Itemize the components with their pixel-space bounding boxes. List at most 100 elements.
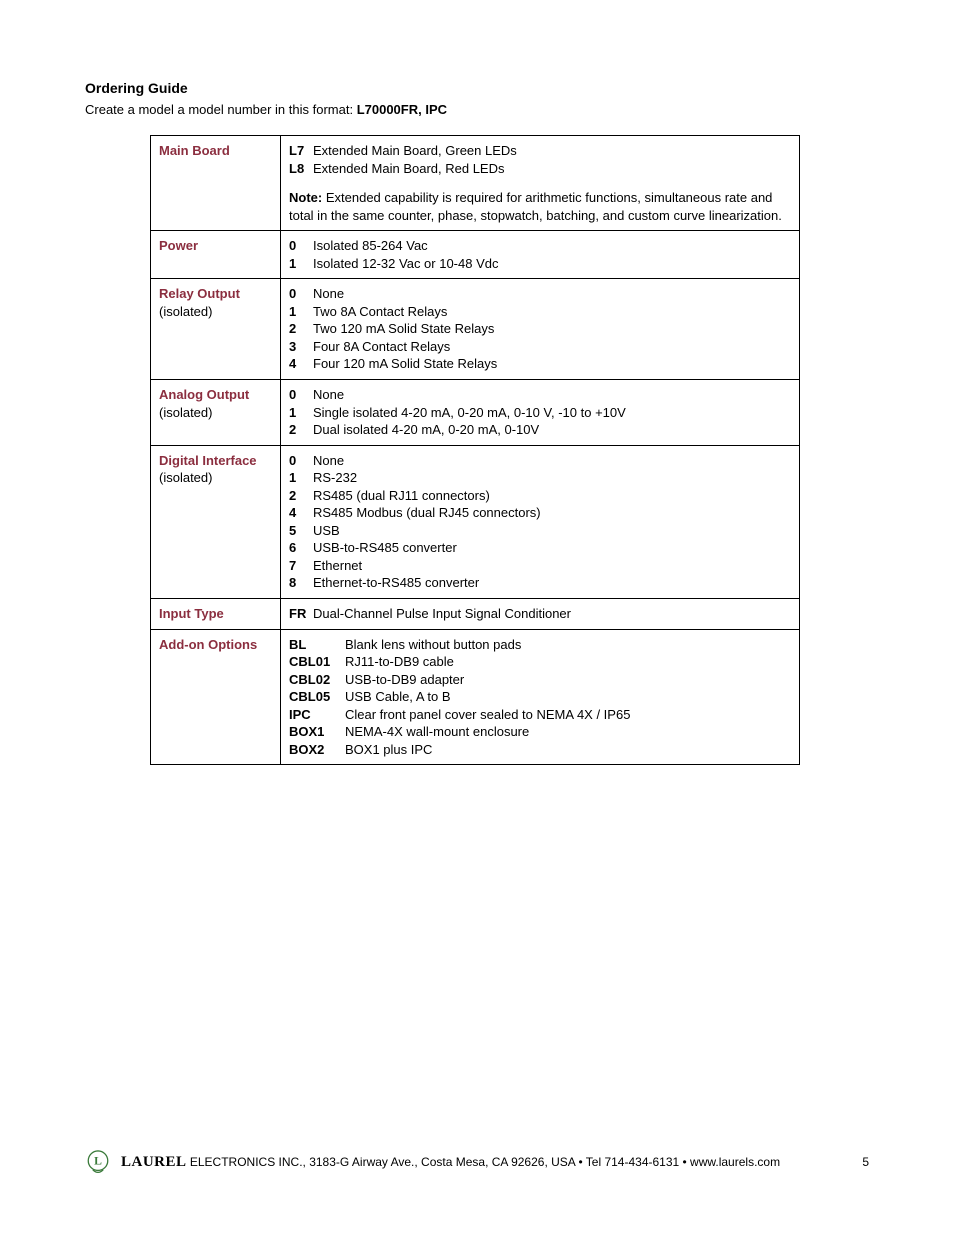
option-row: 1Two 8A Contact Relays xyxy=(289,303,791,321)
option-code: 1 xyxy=(289,404,313,422)
option-row: 1RS-232 xyxy=(289,469,791,487)
option-row: IPCClear front panel cover sealed to NEM… xyxy=(289,706,791,724)
option-desc: BOX1 plus IPC xyxy=(345,741,432,759)
option-code: 1 xyxy=(289,303,313,321)
option-desc: USB Cable, A to B xyxy=(345,688,451,706)
row-label-cell: Main Board xyxy=(151,136,281,231)
option-row: BOX1NEMA-4X wall-mount enclosure xyxy=(289,723,791,741)
option-code: 1 xyxy=(289,255,313,273)
option-row: 3Four 8A Contact Relays xyxy=(289,338,791,356)
option-desc: USB-to-RS485 converter xyxy=(313,539,457,557)
option-row: CBL02USB-to-DB9 adapter xyxy=(289,671,791,689)
row-options-cell: FRDual-Channel Pulse Input Signal Condit… xyxy=(281,599,800,630)
note-text: Extended capability is required for arit… xyxy=(289,190,782,223)
option-code: 6 xyxy=(289,539,313,557)
row-label-cell: Power xyxy=(151,231,281,279)
option-code: 7 xyxy=(289,557,313,575)
option-code: 2 xyxy=(289,320,313,338)
footer-address: ELECTRONICS INC., 3183-G Airway Ave., Co… xyxy=(187,1155,781,1169)
option-desc: RJ11-to-DB9 cable xyxy=(345,653,454,671)
option-code: 4 xyxy=(289,355,313,373)
option-row: 8Ethernet-to-RS485 converter xyxy=(289,574,791,592)
option-desc: Two 120 mA Solid State Relays xyxy=(313,320,494,338)
page-footer: L LAUREL ELECTRONICS INC., 3183-G Airway… xyxy=(0,1149,954,1175)
option-desc: Dual-Channel Pulse Input Signal Conditio… xyxy=(313,605,571,623)
brand-logo-icon: L xyxy=(85,1149,111,1175)
option-code: 2 xyxy=(289,421,313,439)
option-row: 4RS485 Modbus (dual RJ45 connectors) xyxy=(289,504,791,522)
section-title: Ordering Guide xyxy=(85,80,869,96)
option-row: 2Dual isolated 4-20 mA, 0-20 mA, 0-10V xyxy=(289,421,791,439)
row-label-cell: Input Type xyxy=(151,599,281,630)
option-row: CBL01RJ11-to-DB9 cable xyxy=(289,653,791,671)
option-code: BOX1 xyxy=(289,723,345,741)
row-options-cell: BLBlank lens without button padsCBL01RJ1… xyxy=(281,629,800,765)
option-row: CBL05USB Cable, A to B xyxy=(289,688,791,706)
option-code: 0 xyxy=(289,386,313,404)
table-row: Relay Output(isolated)0None1Two 8A Conta… xyxy=(151,279,800,380)
row-sublabel: (isolated) xyxy=(159,404,272,422)
option-code: 3 xyxy=(289,338,313,356)
table-row: Input Type FRDual-Channel Pulse Input Sig… xyxy=(151,599,800,630)
option-row: 5USB xyxy=(289,522,791,540)
option-row: 2Two 120 mA Solid State Relays xyxy=(289,320,791,338)
table-body: Main Board L7Extended Main Board, Green L… xyxy=(151,136,800,765)
row-sublabel: (isolated) xyxy=(159,469,272,487)
page-number: 5 xyxy=(839,1155,869,1169)
option-desc: Clear front panel cover sealed to NEMA 4… xyxy=(345,706,630,724)
option-row: 1Single isolated 4-20 mA, 0-20 mA, 0-10 … xyxy=(289,404,791,422)
option-desc: Extended Main Board, Red LEDs xyxy=(313,160,505,178)
row-label-cell: Add-on Options xyxy=(151,629,281,765)
option-desc: Single isolated 4-20 mA, 0-20 mA, 0-10 V… xyxy=(313,404,626,422)
option-desc: USB xyxy=(313,522,340,540)
option-code: IPC xyxy=(289,706,345,724)
row-label: Analog Output xyxy=(159,386,272,404)
table-row: Power 0Isolated 85-264 Vac1Isolated 12-32… xyxy=(151,231,800,279)
option-desc: Blank lens without button pads xyxy=(345,636,521,654)
option-desc: None xyxy=(313,285,344,303)
option-code: 0 xyxy=(289,285,313,303)
option-row: 6USB-to-RS485 converter xyxy=(289,539,791,557)
note-label: Note: xyxy=(289,190,326,205)
option-row: 0Isolated 85-264 Vac xyxy=(289,237,791,255)
table-row: Digital Interface(isolated)0None1RS-2322… xyxy=(151,445,800,598)
svg-text:L: L xyxy=(94,1155,102,1168)
option-row: 0None xyxy=(289,285,791,303)
option-desc: Four 120 mA Solid State Relays xyxy=(313,355,497,373)
row-label: Power xyxy=(159,237,272,255)
option-row: 2RS485 (dual RJ11 connectors) xyxy=(289,487,791,505)
option-row: BLBlank lens without button pads xyxy=(289,636,791,654)
row-options-cell: L7Extended Main Board, Green LEDsL8Exten… xyxy=(281,136,800,231)
option-code: L7 xyxy=(289,142,313,160)
row-label: Main Board xyxy=(159,142,272,160)
option-row: FRDual-Channel Pulse Input Signal Condit… xyxy=(289,605,791,623)
option-desc: Two 8A Contact Relays xyxy=(313,303,447,321)
option-code: 5 xyxy=(289,522,313,540)
row-label-cell: Digital Interface(isolated) xyxy=(151,445,281,598)
option-row: 7Ethernet xyxy=(289,557,791,575)
ordering-guide-table: Main Board L7Extended Main Board, Green L… xyxy=(150,135,800,765)
row-options-cell: 0Isolated 85-264 Vac1Isolated 12-32 Vac … xyxy=(281,231,800,279)
option-code: 0 xyxy=(289,452,313,470)
option-code: CBL02 xyxy=(289,671,345,689)
row-options-cell: 0None1Two 8A Contact Relays2Two 120 mA S… xyxy=(281,279,800,380)
option-code: 0 xyxy=(289,237,313,255)
row-label: Digital Interface xyxy=(159,452,272,470)
option-desc: RS-232 xyxy=(313,469,357,487)
row-label: Input Type xyxy=(159,605,272,623)
option-desc: NEMA-4X wall-mount enclosure xyxy=(345,723,529,741)
option-desc: RS485 Modbus (dual RJ45 connectors) xyxy=(313,504,541,522)
subtitle-prefix: Create a model a model number in this fo… xyxy=(85,102,357,117)
option-code: 2 xyxy=(289,487,313,505)
option-code: BL xyxy=(289,636,345,654)
page-content: Ordering Guide Create a model a model nu… xyxy=(0,0,954,765)
option-desc: None xyxy=(313,386,344,404)
footer-brand: LAUREL xyxy=(121,1154,187,1170)
subtitle: Create a model a model number in this fo… xyxy=(85,102,869,117)
table-row: Main Board L7Extended Main Board, Green L… xyxy=(151,136,800,231)
row-label-cell: Relay Output(isolated) xyxy=(151,279,281,380)
option-desc: Ethernet-to-RS485 converter xyxy=(313,574,479,592)
option-row: BOX2BOX1 plus IPC xyxy=(289,741,791,759)
row-label-cell: Analog Output(isolated) xyxy=(151,380,281,446)
footer-text: LAUREL ELECTRONICS INC., 3183-G Airway A… xyxy=(121,1154,839,1171)
